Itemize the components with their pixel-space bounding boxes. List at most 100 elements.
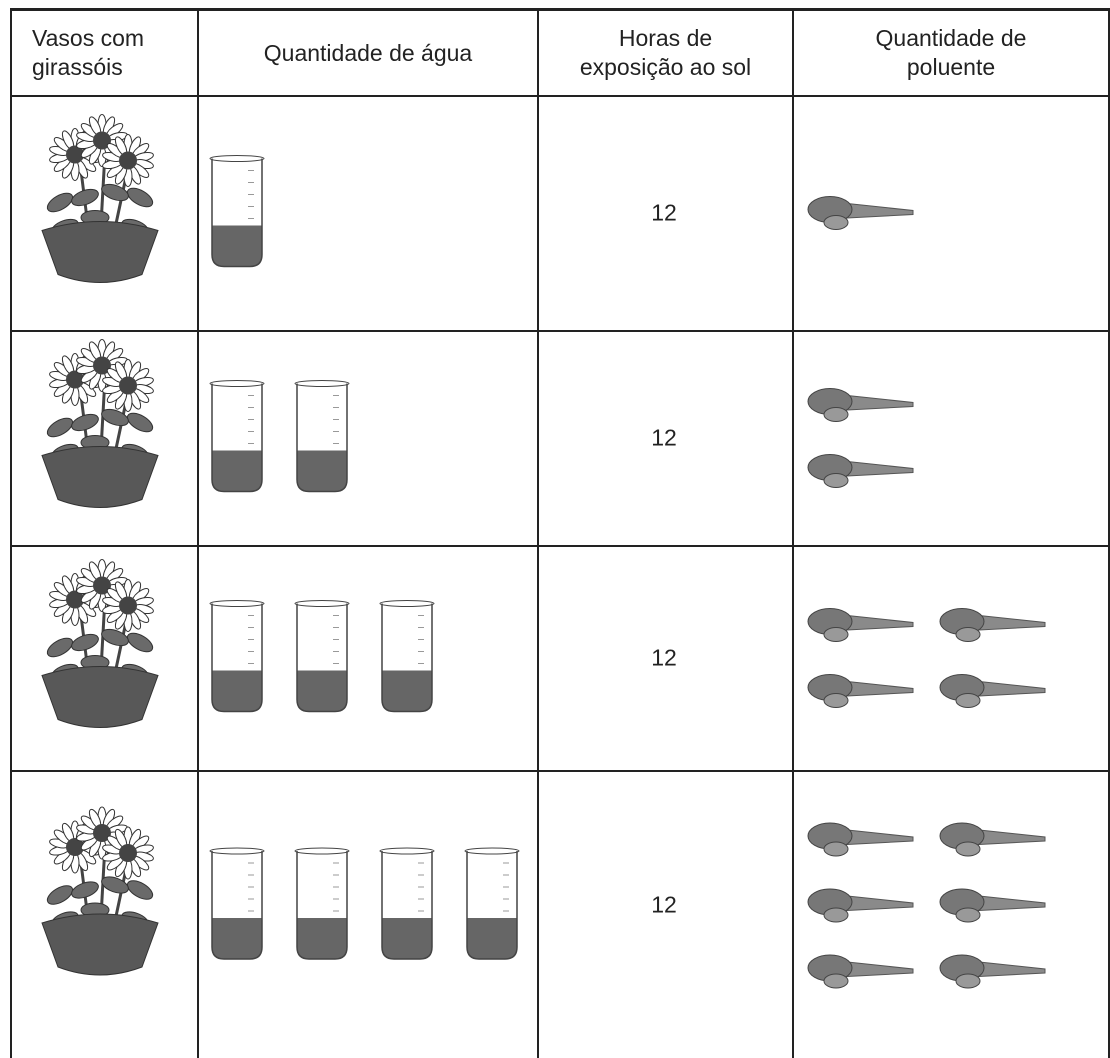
beaker-rim [379,847,435,855]
spoon-base [823,907,849,923]
spoon-base [955,627,981,642]
spoon-base [955,973,981,989]
spoon-base [823,215,849,230]
beaker-outline [211,383,263,493]
sunflower-icon [41,806,159,976]
pot [41,913,159,976]
spoon-base [823,627,849,642]
spoon-icon [939,608,1046,642]
beaker-outline [296,851,348,960]
leaf [126,632,154,653]
spoon-base [823,973,849,989]
spoon-base [955,907,981,923]
header-cell: Vasos com girassóis [10,8,197,95]
pot [41,221,159,283]
beaker-outline [211,603,263,713]
beaker-icon [464,847,520,960]
hours-value: 12 [651,891,677,918]
table-cell [537,330,792,545]
table-cell [537,95,792,330]
table-cell [537,770,792,1058]
spoon-base [823,407,849,422]
sunflower-icon [41,114,159,283]
beaker-icon [209,847,265,960]
leaf [46,417,74,438]
flower-center [66,145,84,164]
spoon-icon [807,954,914,989]
flower-center [93,131,111,150]
beaker-outline [296,603,348,713]
header-text: Vasos com girassóis [32,25,145,80]
beaker-icon [379,600,435,713]
beaker-water [382,917,432,959]
beaker-rim [294,847,350,855]
beaker-icon [379,847,435,960]
leaf [101,876,129,894]
spoon-icon [939,822,1046,857]
beaker-rim [379,600,435,607]
leaf [71,881,99,899]
table-cell [197,545,537,770]
spoon-icon [807,454,914,488]
table-cell [792,330,1110,545]
table-cell [197,330,537,545]
leaf [71,188,99,207]
beaker-water [297,450,347,492]
beaker-icon [294,600,350,713]
spoon-icon [939,674,1046,708]
beaker-icon [294,380,350,493]
spoon-icon [807,822,914,857]
leaf [126,412,154,433]
pot [41,446,159,508]
beaker-rim [209,600,265,607]
beaker-outline [296,383,348,493]
flower-center [119,376,137,395]
table-cell [792,770,1110,1058]
leaf [46,192,74,213]
header-text: Quantidade de água [263,39,473,66]
leaf [71,413,99,432]
table-cell [10,330,197,545]
beaker-water [212,450,262,492]
sunflower-icon [41,339,159,508]
beaker-icon [209,600,265,713]
table-cell [197,770,537,1058]
flower-center [93,824,111,842]
beaker-rim [209,847,265,855]
table-cell [537,545,792,770]
spoon-icon [807,888,914,923]
table-cell [10,545,197,770]
beaker-rim [209,155,265,162]
beaker-icon [209,380,265,493]
leaf [101,183,129,202]
header-text: Horas de exposição ao sol [579,25,752,80]
beaker-rim [294,380,350,387]
spoon-base [955,693,981,708]
leaf [71,633,99,652]
beaker-water [382,670,432,712]
spoon-icon [807,388,914,422]
beaker-icon [209,155,265,268]
leaf [101,628,129,647]
table-cell [10,95,197,330]
spoon-icon [807,674,914,708]
beaker-rim [294,600,350,607]
table-cell [197,95,537,330]
sunflower-icon [41,559,159,728]
beaker-water [212,670,262,712]
beaker-outline [466,851,518,960]
hours-value: 12 [651,199,677,225]
flower-center [93,356,111,375]
table-cell [792,545,1110,770]
beaker-water [212,225,262,267]
hours-value: 12 [651,644,677,670]
table-cell [792,95,1110,330]
flower-center [119,151,137,170]
flower-center [119,596,137,615]
beaker-rim [464,847,520,855]
beaker-water [467,917,517,959]
beaker-water [297,917,347,959]
header-text: Quantidade de poluente [875,25,1027,80]
